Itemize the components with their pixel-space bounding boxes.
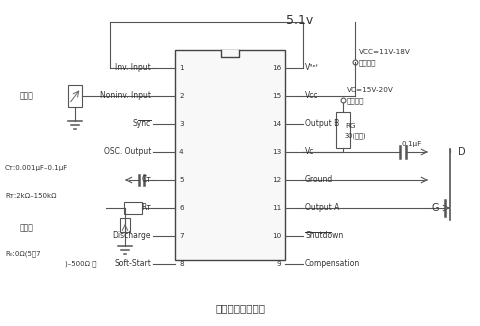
Text: 3: 3 <box>179 121 184 127</box>
Text: Cᴛ:0.001μF–0.1μF: Cᴛ:0.001μF–0.1μF <box>5 165 68 171</box>
Text: G: G <box>432 203 440 213</box>
Text: Vᴄᴄ: Vᴄᴄ <box>305 92 319 100</box>
Text: 1: 1 <box>179 65 184 71</box>
Text: 11: 11 <box>272 205 281 211</box>
Text: 15: 15 <box>272 93 281 99</box>
Bar <box>175 50 285 260</box>
Text: Ground: Ground <box>305 175 333 185</box>
Text: Shutdown: Shutdown <box>305 231 343 241</box>
Bar <box>124 202 142 214</box>
Text: 16: 16 <box>272 65 281 71</box>
Text: Cᴛ: Cᴛ <box>141 175 151 185</box>
Text: Vᴿᵉᶠ: Vᴿᵉᶠ <box>305 64 319 72</box>
Text: 0.1μF: 0.1μF <box>401 141 421 147</box>
Text: Vᴄ: Vᴄ <box>305 147 314 156</box>
Bar <box>221 50 239 57</box>
Text: Rᴛ:2kΩ–150kΩ: Rᴛ:2kΩ–150kΩ <box>5 193 57 199</box>
Text: Rᴛ: Rᴛ <box>141 203 151 213</box>
Text: 8: 8 <box>179 261 184 267</box>
Text: Sync: Sync <box>133 120 151 128</box>
Text: 电位器: 电位器 <box>20 92 34 100</box>
Text: 5.1v: 5.1v <box>287 14 313 27</box>
Text: OSC. Output: OSC. Output <box>104 147 151 156</box>
Text: Discharge: Discharge <box>112 231 151 241</box>
Text: 30(欧姆): 30(欧姆) <box>345 133 367 139</box>
Text: 芯片电源: 芯片电源 <box>359 60 376 66</box>
Text: Soft-Start: Soft-Start <box>114 259 151 269</box>
Text: 驱动电压: 驱动电压 <box>347 98 364 104</box>
Text: Output B: Output B <box>305 120 339 128</box>
Text: 7: 7 <box>179 233 184 239</box>
Text: Output A: Output A <box>305 203 339 213</box>
Text: Compensation: Compensation <box>305 259 360 269</box>
Bar <box>68 85 82 107</box>
Text: 电位器: 电位器 <box>20 224 34 232</box>
Text: 6: 6 <box>179 205 184 211</box>
Text: R₀:0Ω(5和7: R₀:0Ω(5和7 <box>5 251 41 257</box>
Text: 控制回路的原理图: 控制回路的原理图 <box>215 303 265 313</box>
Bar <box>120 218 130 232</box>
Text: 12: 12 <box>272 177 281 183</box>
Bar <box>336 112 350 148</box>
Text: VC=15V-20V: VC=15V-20V <box>347 87 394 93</box>
Text: RG: RG <box>345 123 356 129</box>
Text: 5: 5 <box>179 177 184 183</box>
Text: VCC=11V-18V: VCC=11V-18V <box>359 49 411 55</box>
Text: D: D <box>458 147 466 157</box>
Text: 13: 13 <box>272 149 281 155</box>
Text: Noninv. Input: Noninv. Input <box>100 92 151 100</box>
Text: )–500Ω 组: )–500Ω 组 <box>65 261 96 267</box>
Text: 10: 10 <box>272 233 281 239</box>
Text: 4: 4 <box>179 149 184 155</box>
Text: 2: 2 <box>179 93 184 99</box>
Text: Inv. Input: Inv. Input <box>115 64 151 72</box>
Text: 14: 14 <box>272 121 281 127</box>
Text: 9: 9 <box>276 261 281 267</box>
